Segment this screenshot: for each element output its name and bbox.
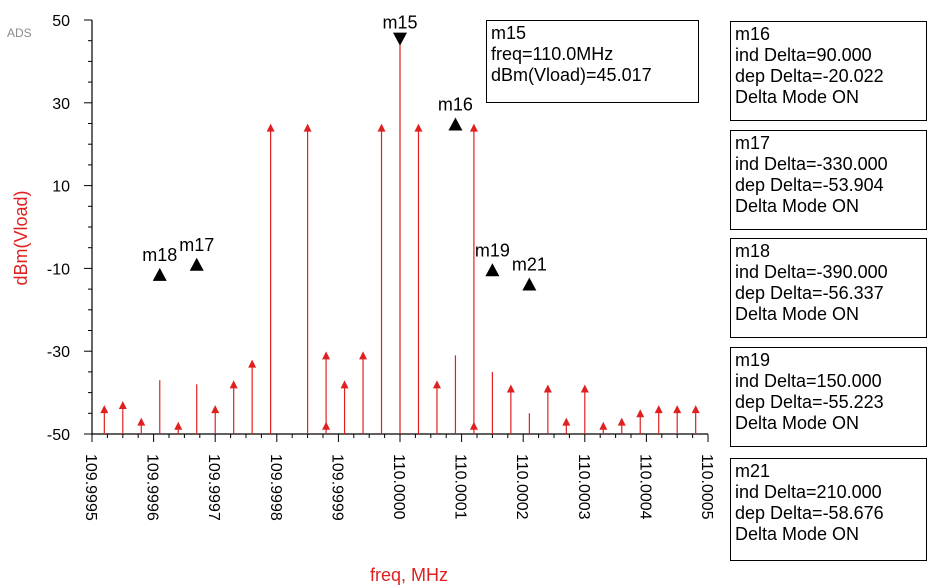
marker-m16-label: m16 bbox=[438, 95, 473, 115]
y-axis-label: dBm(Vload) bbox=[11, 190, 31, 285]
x-tick-label: 109.9997 bbox=[205, 454, 222, 521]
marker-box-m18: m18 ind Delta=-390.000 dep Delta=-56.337… bbox=[730, 238, 927, 338]
x-tick-label: 109.9999 bbox=[328, 454, 345, 521]
stem-point bbox=[100, 405, 109, 414]
stem-point bbox=[266, 123, 275, 132]
marker-box-line: Delta Mode ON bbox=[735, 413, 860, 433]
marker-m17-label: m17 bbox=[179, 235, 214, 255]
stem-point bbox=[673, 405, 682, 414]
stem-point bbox=[174, 421, 183, 430]
x-tick-label: 109.9998 bbox=[267, 454, 284, 521]
y-tick-label: -30 bbox=[47, 344, 70, 361]
marker-box-line: Delta Mode ON bbox=[735, 196, 860, 216]
marker-box-line: dep Delta=-53.904 bbox=[735, 175, 884, 195]
stem-point bbox=[432, 380, 441, 389]
x-tick-label: 110.0002 bbox=[513, 454, 530, 520]
stem-point bbox=[229, 380, 238, 389]
stem-point bbox=[340, 380, 349, 389]
stem-point bbox=[636, 409, 645, 418]
stem-point bbox=[303, 123, 312, 132]
y-tick-label: -50 bbox=[47, 427, 70, 444]
marker-box-line: freq=110.0MHz bbox=[491, 44, 614, 64]
stem-point bbox=[322, 421, 331, 430]
stem-point bbox=[322, 351, 331, 360]
marker-box-line: dBm(Vload)=45.017 bbox=[491, 65, 652, 85]
stem-point bbox=[377, 123, 386, 132]
marker-box-m16: m16 ind Delta=90.000 dep Delta=-20.022 D… bbox=[730, 21, 927, 121]
stem-point bbox=[414, 123, 423, 132]
marker-m18-label: m18 bbox=[142, 245, 177, 265]
stem-point bbox=[506, 384, 515, 393]
x-tick-label: 110.0004 bbox=[636, 454, 653, 520]
marker-box-title: m21 bbox=[735, 461, 771, 481]
stem-point bbox=[691, 405, 700, 414]
stem-point bbox=[599, 421, 608, 430]
marker-box-line: ind Delta=90.000 bbox=[735, 45, 872, 65]
marker-m15-label: m15 bbox=[382, 13, 417, 33]
marker-box-title: m15 bbox=[491, 23, 527, 43]
stem-point bbox=[617, 417, 626, 426]
marker-box-m19: m19 ind Delta=150.000 dep Delta=-55.223 … bbox=[730, 347, 927, 447]
stem-point bbox=[211, 405, 220, 414]
stem-point bbox=[469, 123, 478, 132]
marker-box-line: dep Delta=-55.223 bbox=[735, 392, 884, 412]
marker-m17-icon bbox=[189, 257, 204, 271]
marker-box-title: m17 bbox=[735, 133, 771, 153]
marker-box-m15: m15 freq=110.0MHz dBm(Vload)=45.017 bbox=[486, 20, 699, 103]
marker-box-m17: m17 ind Delta=-330.000 dep Delta=-53.904… bbox=[730, 130, 927, 230]
stem-point bbox=[248, 359, 257, 368]
stem-point bbox=[137, 417, 146, 426]
marker-m19-icon bbox=[485, 263, 500, 277]
marker-m21-label: m21 bbox=[512, 255, 547, 275]
marker-m18-icon bbox=[152, 267, 167, 281]
marker-box-line: Delta Mode ON bbox=[735, 304, 860, 324]
marker-box-title: m19 bbox=[735, 350, 771, 370]
marker-m19-label: m19 bbox=[475, 240, 510, 260]
marker-box-title: m16 bbox=[735, 24, 771, 44]
y-tick-label: -10 bbox=[47, 261, 70, 278]
y-tick-label: 30 bbox=[52, 96, 70, 113]
marker-box-line: ind Delta=-390.000 bbox=[735, 262, 888, 282]
x-tick-label: 109.9995 bbox=[82, 454, 99, 521]
marker-box-m21: m21 ind Delta=210.000 dep Delta=-58.676 … bbox=[730, 458, 927, 561]
y-tick-label: 10 bbox=[52, 179, 70, 196]
marker-box-title: m18 bbox=[735, 241, 771, 261]
marker-box-line: ind Delta=150.000 bbox=[735, 371, 882, 391]
x-tick-label: 109.9996 bbox=[144, 454, 161, 521]
marker-m15-icon bbox=[393, 32, 407, 46]
marker-m16-icon bbox=[448, 117, 463, 131]
x-tick-label: 110.0005 bbox=[698, 454, 715, 520]
marker-box-line: Delta Mode ON bbox=[735, 87, 860, 107]
stem-point bbox=[118, 401, 127, 410]
stem-point bbox=[359, 351, 368, 360]
ads-logo: ADS bbox=[7, 26, 32, 40]
marker-box-line: Delta Mode ON bbox=[735, 524, 860, 544]
stem-point bbox=[543, 384, 552, 393]
x-axis-label: freq, MHz bbox=[370, 565, 448, 585]
marker-box-line: dep Delta=-58.676 bbox=[735, 503, 884, 523]
x-tick-label: 110.0001 bbox=[452, 454, 469, 520]
stem-point bbox=[580, 384, 589, 393]
stem-series bbox=[100, 40, 700, 434]
marker-box-line: dep Delta=-56.337 bbox=[735, 283, 884, 303]
stem-point bbox=[654, 405, 663, 414]
stem-point bbox=[469, 421, 478, 430]
x-tick-label: 110.0003 bbox=[575, 454, 592, 520]
x-tick-label: 110.0000 bbox=[390, 454, 407, 520]
y-tick-label: 50 bbox=[52, 13, 70, 30]
stem-point bbox=[562, 417, 571, 426]
marker-box-line: dep Delta=-20.022 bbox=[735, 66, 884, 86]
marker-box-line: ind Delta=210.000 bbox=[735, 482, 882, 502]
marker-box-line: ind Delta=-330.000 bbox=[735, 154, 888, 174]
marker-m21-icon bbox=[522, 277, 537, 291]
chart-axes: 50 30 10 -10 -30 -50 109.9995 109.9996 109.9997 1… bbox=[47, 13, 715, 521]
